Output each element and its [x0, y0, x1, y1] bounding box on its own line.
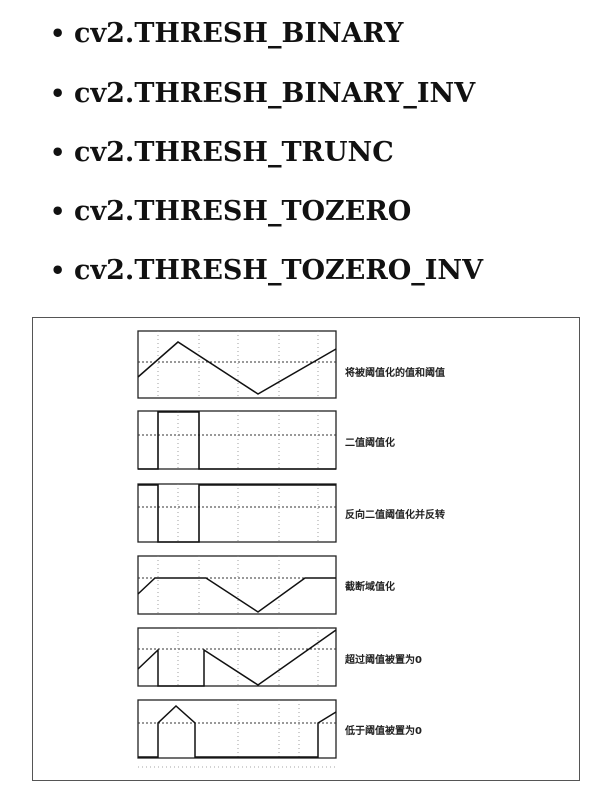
- list-item: • cv2.THRESH_TRUNC: [50, 133, 394, 173]
- panel-tozero: [137, 627, 337, 687]
- panel-frame: [137, 555, 337, 615]
- signal-curve: [137, 341, 337, 395]
- list-item-text: cv2.THRESH_TOZERO_INV: [74, 255, 484, 286]
- list-item: • cv2.THRESH_TOZERO_INV: [50, 251, 483, 291]
- bullet-dot: •: [50, 19, 66, 48]
- list-item: • cv2.THRESH_TOZERO: [50, 192, 411, 232]
- signal-curve: [138, 411, 336, 470]
- list-item-text: cv2.THRESH_TRUNC: [74, 137, 394, 168]
- signal-curve: [137, 577, 336, 613]
- panel-label: 将被阈值化的值和阈值: [345, 368, 445, 379]
- panel-binary: [137, 410, 337, 470]
- panel-label: 二值阈值化: [345, 438, 395, 449]
- signal-curve: [138, 704, 337, 758]
- panel-frame: [137, 410, 337, 470]
- panel-label: 截断域值化: [345, 582, 395, 593]
- bullet-dot: •: [50, 138, 66, 167]
- signal-curve: [137, 629, 337, 687]
- bullet-dot: •: [50, 197, 66, 226]
- list-item: • cv2.THRESH_BINARY: [50, 14, 403, 54]
- list-item-text: cv2.THRESH_TOZERO: [74, 196, 412, 227]
- panel-trunc: [137, 555, 337, 615]
- list-item: • cv2.THRESH_BINARY_INV: [50, 74, 475, 114]
- panel-label: 低于阈值被置为0: [345, 726, 422, 737]
- signal-curve: [138, 484, 336, 543]
- panel-tozero-inv: [137, 699, 337, 759]
- bullet-dot: •: [50, 79, 66, 108]
- panel-label: 反向二值阈值化并反转: [345, 510, 445, 521]
- bullet-dot: •: [50, 256, 66, 285]
- panel-frame: [137, 330, 337, 399]
- panel-frame: [137, 483, 337, 543]
- threshold-figure: [32, 317, 580, 781]
- panel-label: 超过阈值被置为0: [345, 655, 422, 666]
- panel-binary-inv: [137, 483, 337, 543]
- panel-original: [137, 330, 337, 399]
- panel-frame: [137, 627, 337, 687]
- list-item-text: cv2.THRESH_BINARY_INV: [74, 78, 476, 109]
- list-item-text: cv2.THRESH_BINARY: [74, 18, 404, 49]
- panel-frame: [137, 699, 337, 759]
